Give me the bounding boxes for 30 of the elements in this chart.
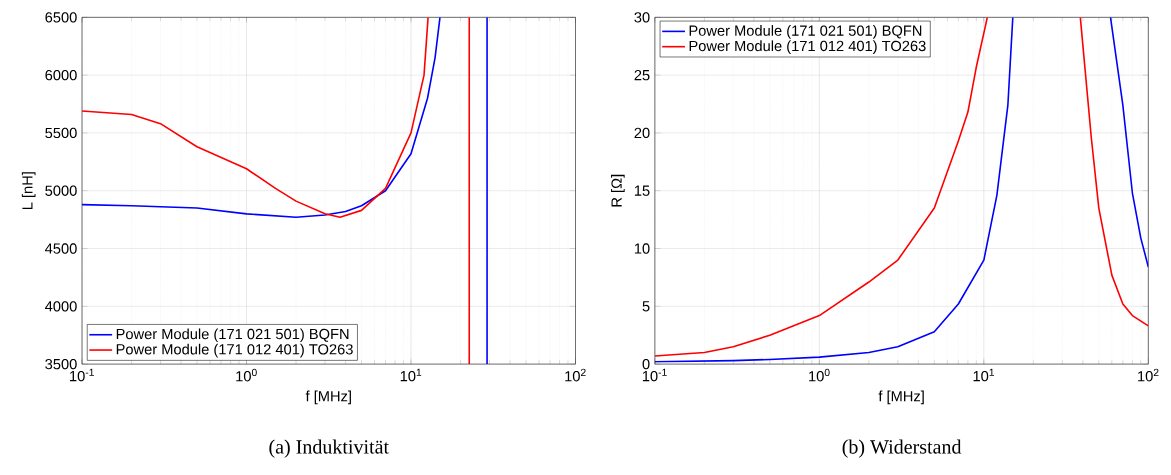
x-tick-label: 10$^{0}$ — [236, 368, 257, 382]
y-tick-label: 5500 — [45, 127, 77, 139]
legend-label: Power Module (171 012 401) TO263 — [116, 343, 353, 358]
y-tick-label: 6500 — [45, 12, 77, 23]
y-tick-label: 5 — [642, 301, 650, 312]
legend-label: Power Module (171 012 401) TO263 — [689, 40, 926, 55]
y-tick-label: 4500 — [45, 243, 77, 254]
x-tick-label: 10$^{2}$ — [565, 368, 586, 382]
y-tick-label: 15 — [634, 185, 650, 196]
x-axis-title: f [MHz] — [878, 390, 924, 405]
y-tick-label: 25 — [634, 70, 650, 81]
y-tick-label: 30 — [634, 12, 650, 23]
legend-label: Power Module (171 021 501) BQFN — [689, 25, 922, 39]
x-tick-label: 10$^{2}$ — [1138, 368, 1159, 382]
y-tick-label: 3500 — [45, 359, 77, 370]
y-tick-label: 6000 — [45, 70, 77, 81]
x-tick-label: 10$^{0}$ — [809, 368, 830, 382]
y-tick-label: 4000 — [45, 301, 77, 312]
x-tick-label: 10$^{1}$ — [973, 368, 995, 382]
y-tick-label: 0 — [642, 359, 650, 370]
y-axis-title: R [Ω] — [611, 174, 625, 207]
text: (b) Widerstand — [842, 439, 962, 458]
y-tick-label: 20 — [634, 127, 650, 139]
x-axis-title: f [MHz] — [305, 390, 351, 405]
text: (a) Induktivität — [269, 439, 389, 458]
y-axis-title: L [nH] — [21, 172, 36, 210]
y-tick-label: 10 — [634, 243, 650, 254]
legend-label: Power Module (171 021 501) BQFN — [116, 328, 349, 343]
x-tick-label: 10$^{1}$ — [400, 368, 422, 382]
y-tick-label: 5000 — [45, 185, 77, 197]
